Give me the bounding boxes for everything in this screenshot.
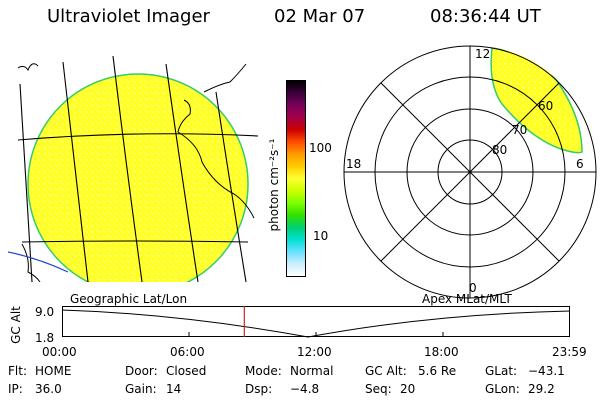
altitude-curve — [61, 309, 571, 338]
status-door-value: Closed — [166, 364, 207, 378]
coastline — [203, 63, 247, 93]
mlt-label-0: 0 — [469, 281, 477, 295]
colorbar-unit-label: photon cm⁻²s⁻¹ — [267, 138, 281, 232]
timeline-ytick-top: 9.0 — [35, 305, 55, 319]
timeline-xticks — [188, 332, 444, 337]
timeline-xtick-1800: 18:00 — [424, 345, 459, 359]
coastline — [177, 99, 255, 219]
instrument-title: Ultraviolet Imager — [47, 6, 210, 27]
geo-meridian — [215, 91, 247, 282]
status-dsp-value: −4.8 — [290, 382, 320, 396]
status-seq-value: 20 — [400, 382, 416, 396]
status-mode-key: Mode: — [245, 364, 282, 378]
apex-caption: Apex MLat/MLT — [422, 292, 512, 306]
status-flt-value: HOME — [35, 364, 72, 378]
mlat-label-80: 80 — [492, 143, 507, 157]
status-gcalt-value: 5.6 Re — [418, 364, 457, 378]
observation-time: 08:36:44 UT — [430, 6, 541, 27]
status-ip-key: IP: — [8, 382, 23, 396]
status-seq-key: Seq: — [365, 382, 392, 396]
observation-date: 02 Mar 07 — [274, 6, 366, 27]
timeline-axis-label: GC Alt — [9, 306, 23, 344]
timeline-xtick-0000: 00:00 — [42, 345, 77, 359]
colorbar-tick-10: 10 — [313, 229, 329, 243]
status-glat-value: −43.1 — [528, 364, 565, 378]
status-gain-value: 14 — [166, 382, 182, 396]
status-glon-key: GLon: — [485, 382, 520, 396]
timeline-ytick-bottom: 1.8 — [35, 331, 55, 345]
polar-plot: 12 0 18 6 60 70 80 — [343, 45, 597, 299]
colorbar-tick-100: 100 — [309, 141, 332, 155]
mlt-label-6: 6 — [576, 157, 584, 171]
geo-earth-disk — [27, 73, 249, 282]
geographic-caption: Geographic Lat/Lon — [70, 292, 188, 306]
status-mode-value: Normal — [290, 364, 334, 378]
status-glon-value: 29.2 — [528, 382, 555, 396]
mlt-diagonal — [380, 82, 560, 262]
mlt-label-18: 18 — [346, 157, 361, 171]
status-flt-key: Flt: — [8, 364, 27, 378]
status-door-key: Door: — [125, 364, 158, 378]
timeline-xtick-0600: 06:00 — [170, 345, 205, 359]
geo-meridian — [165, 63, 199, 282]
geo-meridian — [112, 55, 143, 282]
mlt-label-12: 12 — [475, 47, 490, 61]
altitude-timeline — [61, 306, 571, 338]
status-gain-key: Gain: — [125, 382, 157, 396]
terminator-line — [8, 251, 69, 273]
coastline — [21, 243, 41, 282]
status-gcalt-key: GC Alt: — [365, 364, 407, 378]
timeline-xtick-1200: 12:00 — [297, 345, 332, 359]
geo-meridian — [62, 61, 89, 282]
coastline — [17, 63, 39, 72]
timeline-xtick-2359: 23:59 — [552, 345, 587, 359]
geo-parallel — [21, 240, 249, 243]
mlat-label-60: 60 — [538, 99, 553, 113]
colorbar — [286, 80, 306, 277]
geo-parallel — [17, 133, 259, 141]
status-ip-value: 36.0 — [35, 382, 62, 396]
status-glat-key: GLat: — [485, 364, 518, 378]
mlat-label-70: 70 — [512, 123, 527, 137]
geographic-image — [8, 55, 259, 282]
status-dsp-key: Dsp: — [245, 382, 273, 396]
